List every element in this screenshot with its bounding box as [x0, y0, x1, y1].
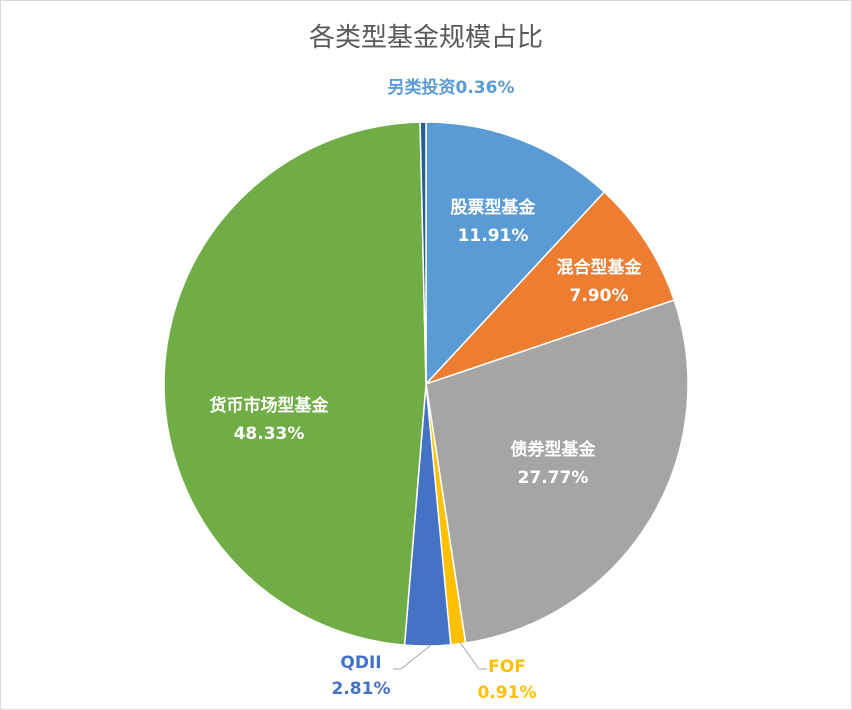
data-label-1: 7.90% [570, 286, 629, 306]
data-label-0: 11.91% [458, 226, 529, 246]
pie-slice-0 [425, 121, 606, 386]
data-label-6: 另类投资0.36% [388, 77, 515, 98]
chart-title: 各类型基金规模占比 [308, 23, 543, 53]
category-label-2: 债券型基金 [511, 439, 597, 460]
pie-slice-2 [425, 299, 689, 644]
category-label-3: FOF [488, 657, 526, 677]
pie-slice-5 [163, 121, 427, 646]
category-label-5: 货币市场型基金 [210, 395, 330, 416]
data-label-4: 2.81% [332, 679, 391, 699]
category-label-4: QDII [340, 653, 381, 673]
category-label-0: 股票型基金 [451, 197, 537, 218]
pie-slice-6 [419, 121, 427, 385]
data-label-3: 0.91% [478, 683, 537, 703]
data-label-2: 27.77% [518, 468, 589, 488]
data-label-5: 48.33% [234, 424, 305, 444]
category-label-1: 混合型基金 [557, 257, 643, 278]
leader-line-4 [393, 644, 432, 670]
leader-line-3 [458, 640, 487, 670]
pie-slice-1 [425, 190, 676, 385]
